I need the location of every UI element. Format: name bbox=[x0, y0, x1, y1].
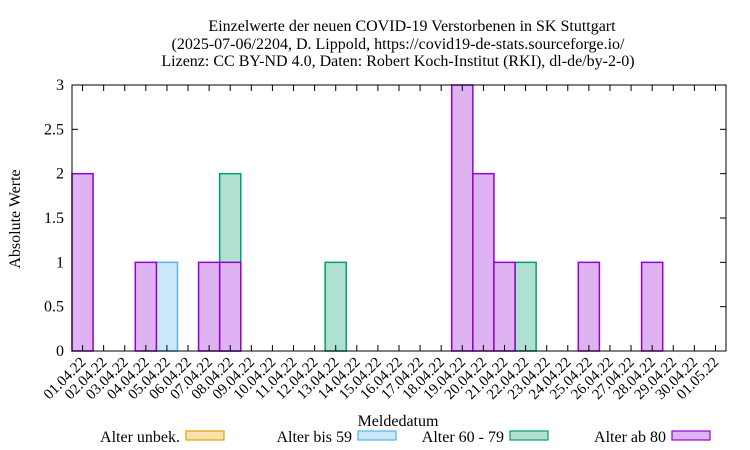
bar bbox=[577, 261, 601, 352]
y-tick-label: 0 bbox=[56, 343, 64, 360]
bar bbox=[155, 261, 179, 352]
legend-label: Alter unbek. bbox=[100, 429, 180, 446]
y-axis-label: Absolute Werte bbox=[7, 169, 24, 268]
x-axis-label: Meldedatum bbox=[358, 413, 439, 430]
y-tick-label: 3 bbox=[56, 77, 64, 94]
legend: Alter unbek. Alter bis 59 Alter 60 - 79 Alt… bbox=[100, 429, 711, 446]
legend-swatch bbox=[509, 430, 549, 441]
bar bbox=[514, 261, 537, 352]
legend-swatch bbox=[185, 430, 225, 441]
bar bbox=[324, 261, 348, 352]
plot-border bbox=[71, 84, 727, 352]
bar bbox=[134, 261, 158, 352]
bar bbox=[640, 261, 664, 352]
chart-title-line-2: (2025-07-06/2204, D. Lippold, https://co… bbox=[172, 36, 626, 53]
bar bbox=[197, 261, 221, 352]
legend-swatch bbox=[357, 430, 397, 441]
y-tick-label: 2 bbox=[56, 166, 64, 183]
legend-label: Alter ab 80 bbox=[594, 429, 666, 446]
legend-swatch bbox=[671, 430, 711, 441]
chart-title-line-3: Lizenz: CC BY-ND 4.0, Daten: Robert Koch… bbox=[161, 53, 634, 70]
bar bbox=[71, 172, 94, 352]
y-tick-label: 1.5 bbox=[44, 210, 64, 227]
legend-label: Alter bis 59 bbox=[276, 429, 352, 446]
chart-title-line-1: Einzelwerte der neuen COVID-19 Verstorbe… bbox=[208, 18, 616, 35]
plot-area: 00.511.522.5301.04.2202.04.2203.04.2204.… bbox=[41, 77, 727, 403]
y-tick-label: 0.5 bbox=[44, 299, 64, 316]
bar bbox=[218, 261, 242, 352]
legend-label: Alter 60 - 79 bbox=[422, 429, 504, 446]
bar bbox=[493, 261, 516, 352]
y-tick-label: 1 bbox=[56, 254, 64, 271]
bar bbox=[472, 172, 495, 352]
bar bbox=[450, 84, 474, 352]
y-tick-label: 2.5 bbox=[44, 121, 64, 138]
